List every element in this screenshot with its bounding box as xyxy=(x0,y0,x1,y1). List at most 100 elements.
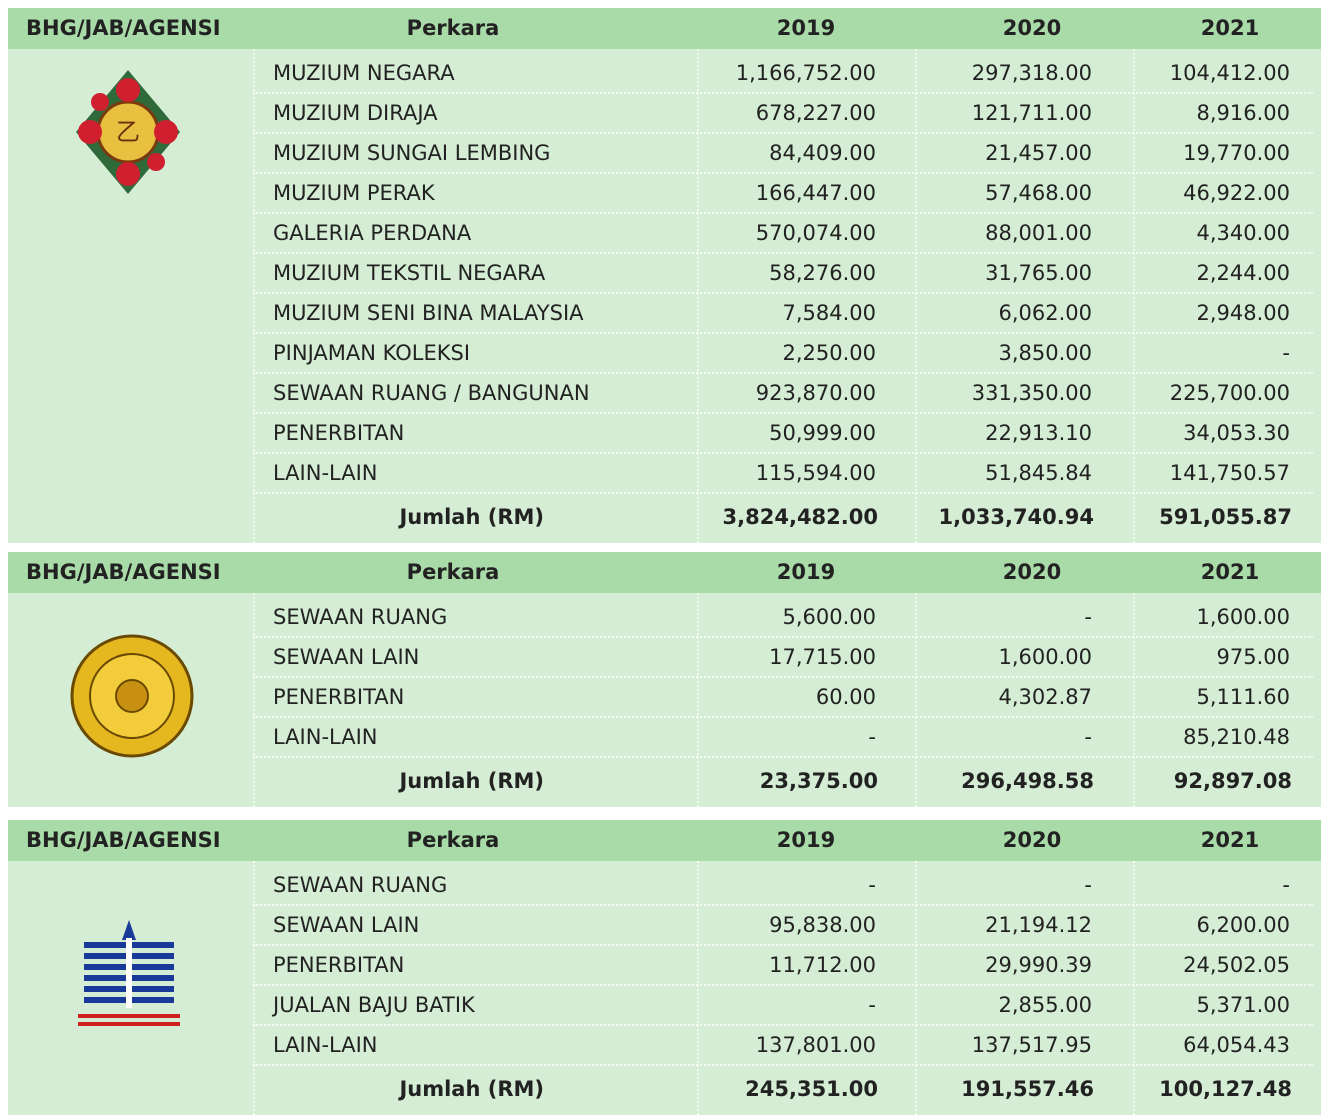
row-divider xyxy=(253,756,1313,758)
value-cell: 21,457.00 xyxy=(985,141,1092,165)
value-cell: 2,244.00 xyxy=(1196,261,1290,285)
header-cell: 2021 xyxy=(1200,560,1260,584)
value-cell: 121,711.00 xyxy=(971,101,1092,125)
row-divider xyxy=(253,412,1313,414)
header-cell: BHG/JAB/AGENSI xyxy=(26,560,221,584)
row-divider xyxy=(253,492,1313,494)
item-cell: PENERBITAN xyxy=(273,421,405,445)
svg-text:乙: 乙 xyxy=(116,118,140,146)
item-cell: PENERBITAN xyxy=(273,685,405,709)
value-cell: 1,166,752.00 xyxy=(735,61,876,85)
value-cell: - xyxy=(868,873,876,897)
row-divider xyxy=(253,252,1313,254)
item-cell: MUZIUM SENI BINA MALAYSIA xyxy=(273,301,584,325)
table-block: BHG/JAB/AGENSI Perkara 2019 2020 2021 SEWAAN … xyxy=(8,820,1321,1115)
row-divider xyxy=(253,904,1313,906)
col-divider xyxy=(915,49,917,543)
value-cell: 678,227.00 xyxy=(755,101,876,125)
row-divider xyxy=(253,984,1313,986)
row-divider xyxy=(253,636,1313,638)
item-cell: SEWAAN RUANG xyxy=(273,873,448,897)
value-cell: - xyxy=(1282,341,1290,365)
value-cell: 64,054.43 xyxy=(1183,1033,1290,1057)
value-cell: 88,001.00 xyxy=(985,221,1092,245)
total-value: 3,824,482.00 xyxy=(722,505,878,529)
row-divider xyxy=(253,92,1313,94)
value-cell: - xyxy=(868,993,876,1017)
row-divider xyxy=(253,292,1313,294)
col-divider xyxy=(253,861,255,1115)
value-cell: 2,250.00 xyxy=(782,341,876,365)
col-divider xyxy=(1133,861,1135,1115)
row-divider xyxy=(253,676,1313,678)
value-cell: 17,715.00 xyxy=(769,645,876,669)
value-cell: 24,502.05 xyxy=(1183,953,1290,977)
row-divider xyxy=(253,172,1313,174)
value-cell: 137,801.00 xyxy=(755,1033,876,1057)
header-cell: Perkara xyxy=(406,16,500,40)
value-cell: 115,594.00 xyxy=(755,461,876,485)
value-cell: 975.00 xyxy=(1216,645,1290,669)
header-cell: 2020 xyxy=(1002,560,1062,584)
value-cell: 46,922.00 xyxy=(1183,181,1290,205)
value-cell: 7,584.00 xyxy=(782,301,876,325)
value-cell: 50,999.00 xyxy=(769,421,876,445)
item-cell: MUZIUM DIRAJA xyxy=(273,101,438,125)
logo-perpustakaan xyxy=(78,920,180,1026)
row-divider xyxy=(253,1024,1313,1026)
row-divider xyxy=(253,132,1313,134)
value-cell: 225,700.00 xyxy=(1169,381,1290,405)
item-cell: SEWAAN RUANG / BANGUNAN xyxy=(273,381,590,405)
col-divider xyxy=(253,49,255,543)
row-divider xyxy=(253,452,1313,454)
logo-muzium: 乙 xyxy=(76,70,180,194)
col-divider xyxy=(697,861,699,1115)
value-cell: 8,916.00 xyxy=(1196,101,1290,125)
header-cell: Perkara xyxy=(406,560,500,584)
col-divider xyxy=(253,593,255,807)
value-cell: - xyxy=(1282,873,1290,897)
value-cell: 5,111.60 xyxy=(1196,685,1290,709)
value-cell: 60.00 xyxy=(815,685,876,709)
col-divider xyxy=(915,861,917,1115)
item-cell: GALERIA PERDANA xyxy=(273,221,472,245)
value-cell: 5,600.00 xyxy=(782,605,876,629)
value-cell: 5,371.00 xyxy=(1196,993,1290,1017)
total-value: 591,055.87 xyxy=(1159,505,1292,529)
header-row: BHG/JAB/AGENSI Perkara 2019 2020 2021 xyxy=(8,552,1321,593)
total-label: Jumlah (RM) xyxy=(399,769,544,793)
value-cell: 3,850.00 xyxy=(998,341,1092,365)
value-cell: 923,870.00 xyxy=(755,381,876,405)
total-value: 245,351.00 xyxy=(745,1077,878,1101)
value-cell: 1,600.00 xyxy=(1196,605,1290,629)
col-divider xyxy=(697,49,699,543)
col-divider xyxy=(697,593,699,807)
col-divider xyxy=(1133,49,1135,543)
value-cell: 29,990.39 xyxy=(985,953,1092,977)
row-divider xyxy=(253,944,1313,946)
value-cell: 31,765.00 xyxy=(985,261,1092,285)
value-cell: 58,276.00 xyxy=(769,261,876,285)
value-cell: 2,855.00 xyxy=(998,993,1092,1017)
value-cell: 2,948.00 xyxy=(1196,301,1290,325)
value-cell: 34,053.30 xyxy=(1183,421,1290,445)
row-divider xyxy=(253,332,1313,334)
value-cell: - xyxy=(868,725,876,749)
value-cell: 141,750.57 xyxy=(1169,461,1290,485)
value-cell: 11,712.00 xyxy=(769,953,876,977)
header-cell: 2020 xyxy=(1002,16,1062,40)
item-cell: PINJAMAN KOLEKSI xyxy=(273,341,471,365)
total-value: 23,375.00 xyxy=(759,769,878,793)
total-label: Jumlah (RM) xyxy=(399,1077,544,1101)
logo-arkib xyxy=(70,634,194,758)
item-cell: LAIN-LAIN xyxy=(273,1033,378,1057)
item-cell: MUZIUM SUNGAI LEMBING xyxy=(273,141,551,165)
value-cell: 137,517.95 xyxy=(971,1033,1092,1057)
value-cell: 297,318.00 xyxy=(971,61,1092,85)
value-cell: 166,447.00 xyxy=(755,181,876,205)
total-value: 92,897.08 xyxy=(1173,769,1292,793)
row-divider xyxy=(253,372,1313,374)
item-cell: MUZIUM NEGARA xyxy=(273,61,455,85)
value-cell: 1,600.00 xyxy=(998,645,1092,669)
